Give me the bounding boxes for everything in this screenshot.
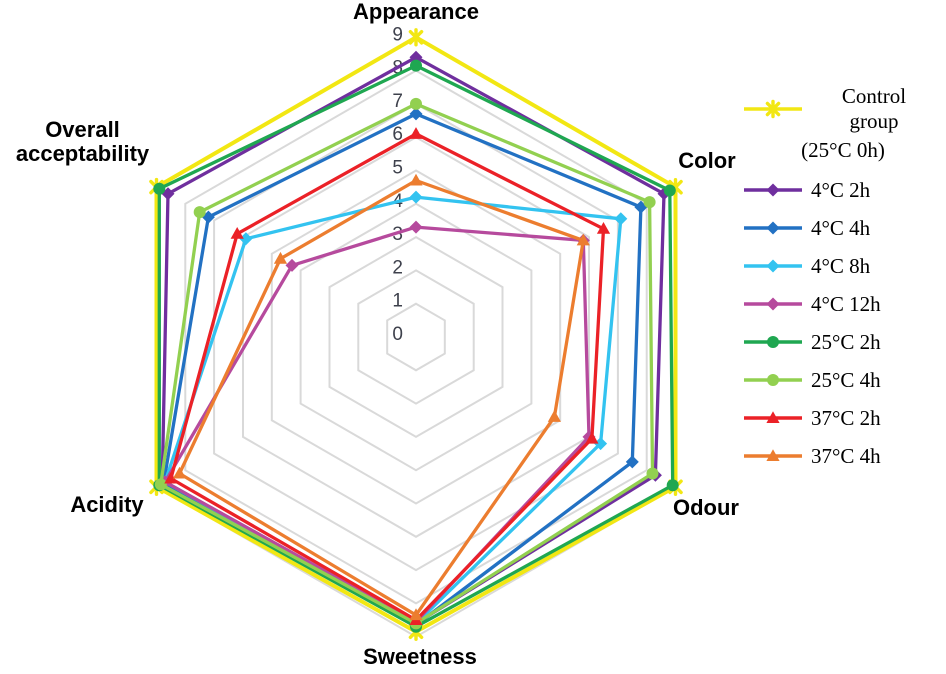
circle-marker-icon [153,182,166,195]
diamond-marker-icon [285,258,299,272]
axis-label-appearance: Appearance [353,0,479,24]
circle-marker-icon [643,196,656,209]
circle-marker-icon [767,336,779,348]
triangle-marker-icon [273,251,288,264]
diamond-marker-icon [614,212,628,226]
radial-tick-label: 3 [392,224,403,245]
diamond-marker-icon [594,437,608,451]
legend-item: 37°C 2h [742,405,944,430]
legend-control-condition: (25°C 0h) [801,138,885,162]
diamond-marker-icon [409,107,423,121]
circle-marker-icon [154,478,167,491]
legend-item-label: 4°C 4h [811,215,871,240]
axis-label-sweetness: Sweetness [363,644,477,669]
legend-item: 4°C 12h [742,291,944,316]
axis-label-color: Color [678,148,736,173]
legend-item: 25°C 4h [742,367,944,392]
triangle-marker-icon [409,608,423,621]
grid-ring [328,235,504,439]
triangle-marker-icon [766,449,780,461]
diamond-marker-icon [239,232,253,246]
axis-label-odour: Odour [673,495,739,520]
legend-item-label: 4°C 12h [811,291,881,316]
radial-tick-label: 9 [392,24,403,45]
diamond-marker-icon [409,220,423,234]
legend: Control group (25°C 0h) 4°C 2h 4°C 4h 4°C 8h 4… [742,84,944,468]
circle-marker-icon [646,467,659,480]
grid-ring [299,202,533,472]
triangle-marker-icon [164,471,178,484]
triangle-marker-icon [585,431,599,444]
axis-label-overall-acceptability: Overall acceptability [15,117,150,166]
legend-item-label: 37°C 2h [811,405,881,430]
legend-marker-icon [744,183,802,197]
diamond-marker-icon [766,221,780,235]
grid-ring [386,302,446,372]
diamond-marker-icon [766,297,780,311]
legend-marker-icon [744,259,802,273]
circle-marker-icon [410,97,422,110]
legend-item-label: 4°C 8h [811,253,871,278]
legend-marker-icon [744,374,802,386]
circle-marker-icon [767,374,779,386]
radial-tick-label: 0 [392,324,403,345]
radial-tick-label: 2 [392,257,403,278]
legend-item-label: 37°C 4h [811,443,881,468]
legend-item: 4°C 4h [742,215,944,240]
legend-marker-icon [744,99,802,119]
legend-item: 4°C 8h [742,253,944,278]
legend-control-label-line: Control [841,84,907,108]
legend-marker-icon [744,221,802,235]
legend-item: 4°C 2h [742,177,944,202]
grid-ring [270,169,562,505]
circle-marker-icon [410,59,422,72]
legend-item-label: 25°C 4h [811,367,881,392]
triangle-marker-icon [766,411,780,423]
star-marker-icon [408,30,424,45]
circle-marker-icon [666,479,679,492]
legend-item: 25°C 2h [742,329,944,354]
triangle-marker-icon [596,222,611,234]
axis-label-acidity: Acidity [70,492,144,517]
circle-marker-icon [663,184,676,197]
legend-item-label: 25°C 2h [811,329,881,354]
legend-control-label-line: group [849,109,899,133]
radial-tick-label: 7 [392,91,403,112]
legend-marker-icon [744,411,802,423]
legend-item-label: 4°C 2h [811,177,871,202]
triangle-marker-icon [576,233,590,246]
diamond-marker-icon [766,183,780,197]
triangle-marker-icon [172,466,187,479]
legend-marker-icon [744,449,802,461]
diamond-marker-icon [409,50,423,64]
legend-item-control-group: Control group [742,84,944,134]
legend-item: 37°C 4h [742,443,944,468]
triangle-marker-icon [409,127,423,139]
legend-marker-icon [744,297,802,311]
radial-tick-label: 1 [392,291,403,312]
diamond-marker-icon [409,190,423,204]
grid-ring [357,269,475,405]
legend-marker-icon [744,336,802,348]
diamond-marker-icon [766,259,780,273]
star-marker-icon [765,101,781,117]
radial-tick-label: 6 [392,124,403,145]
triangle-marker-icon [230,227,244,239]
legend-control-label: Control group [804,84,944,134]
triangle-marker-icon [409,173,423,186]
triangle-marker-icon [547,410,561,422]
radial-tick-label: 5 [392,158,403,179]
diamond-marker-icon [625,455,639,469]
circle-marker-icon [193,206,206,219]
